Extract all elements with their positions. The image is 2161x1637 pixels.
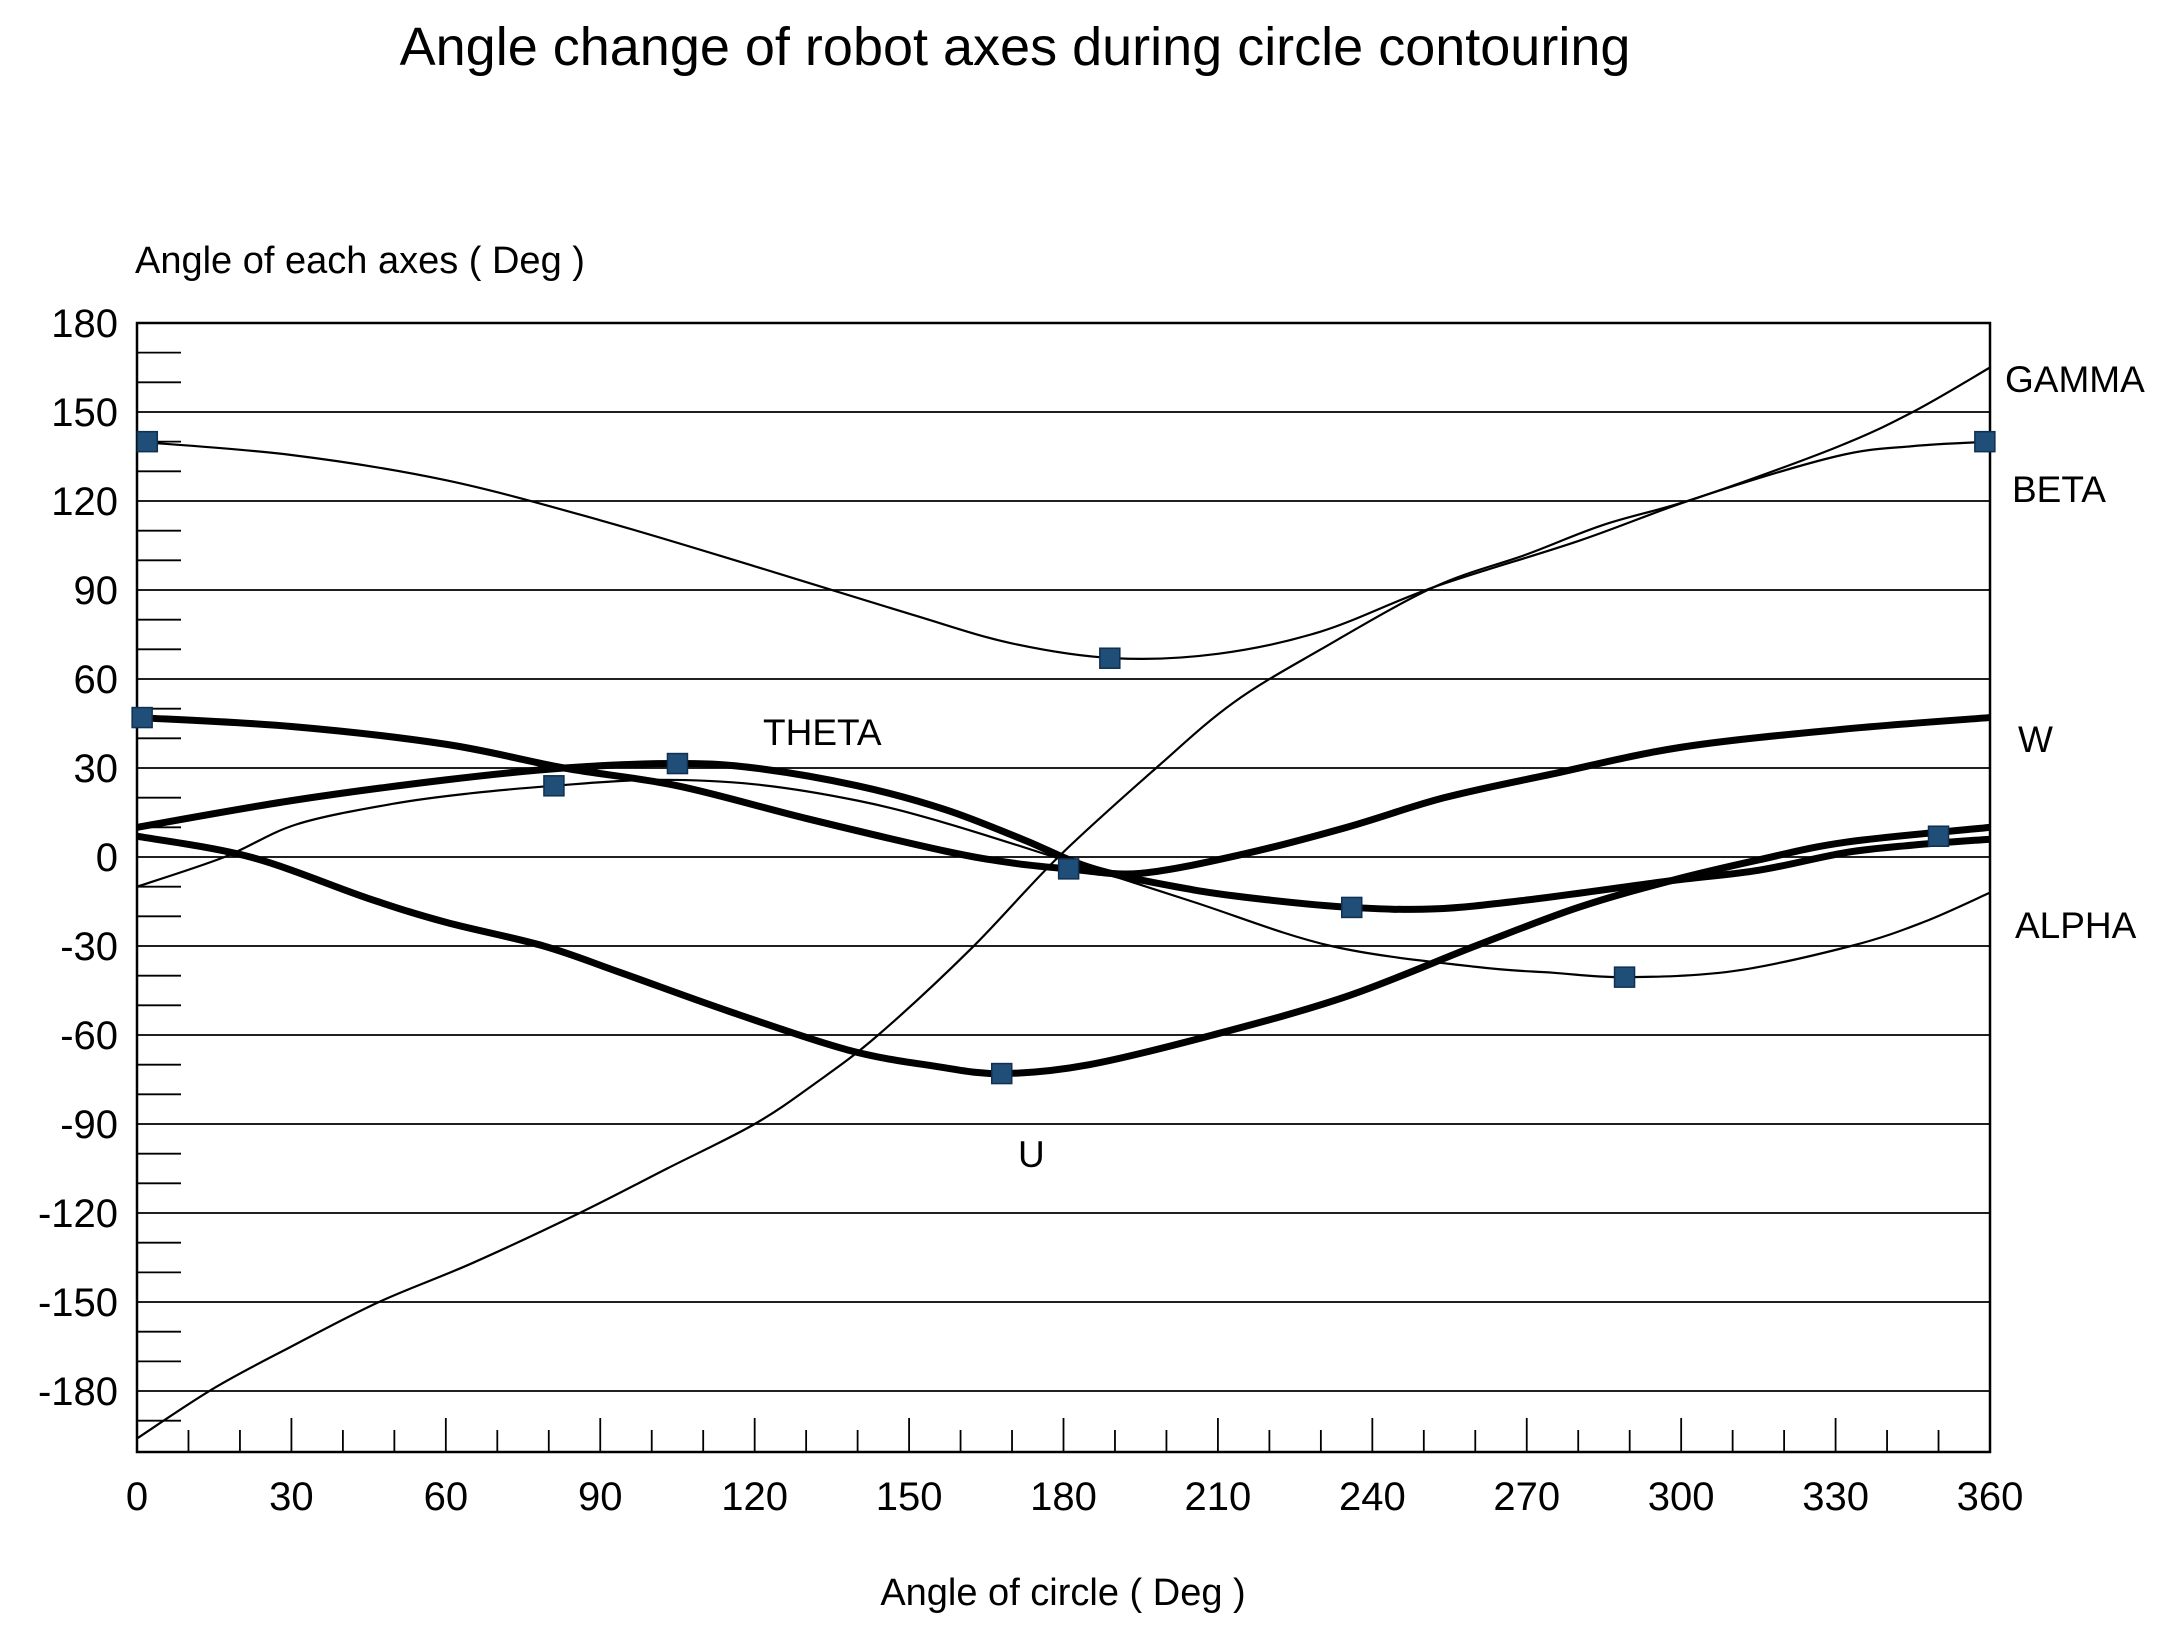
x-tick-label: 0 [126, 1475, 148, 1519]
data-marker-BETA [1099, 647, 1121, 669]
data-marker-BETA [1974, 430, 1996, 453]
x-tick-label: 360 [1957, 1475, 2024, 1519]
data-marker-U [990, 1062, 1013, 1085]
y-tick-label: -150 [38, 1281, 118, 1325]
series-label-ALPHA: ALPHA [2015, 905, 2137, 946]
y-axis-title: Angle of each axes ( Deg ) [135, 240, 585, 282]
x-tick-label: 60 [424, 1475, 469, 1519]
data-marker-W [1057, 858, 1080, 880]
series-label-U: U [1018, 1134, 1045, 1175]
y-tick-label: 0 [96, 836, 118, 880]
series-label-BETA: BETA [2012, 469, 2106, 510]
series-label-GAMMA: GAMMA [2005, 359, 2145, 400]
y-tick-label: 60 [74, 658, 119, 702]
y-tick-label: 180 [51, 302, 118, 346]
y-tick-label: -180 [38, 1370, 118, 1414]
x-tick-label: 30 [269, 1475, 314, 1519]
x-tick-label: 300 [1648, 1475, 1715, 1519]
y-tick-label: 150 [51, 391, 118, 435]
x-tick-label: 90 [578, 1475, 623, 1519]
x-tick-label: 270 [1493, 1475, 1560, 1519]
y-tick-label: -120 [38, 1192, 118, 1236]
x-tick-label: 240 [1339, 1475, 1406, 1519]
x-tick-label: 330 [1802, 1475, 1869, 1519]
data-marker-BETA [136, 430, 159, 453]
data-marker-ALPHA [1613, 966, 1636, 988]
y-tick-label: 30 [74, 747, 119, 791]
chart-title: Angle change of robot axes during circle… [399, 17, 1631, 77]
data-marker-THETA [1340, 896, 1363, 919]
x-tick-label: 210 [1185, 1475, 1252, 1519]
data-marker-U [1927, 825, 1950, 847]
series-label-THETA: THETA [763, 712, 882, 753]
x-tick-label: 150 [876, 1475, 943, 1519]
series-curve-GAMMA [136, 366, 1991, 1440]
series-label-W: W [2018, 719, 2053, 760]
series-curve-ALPHA [136, 778, 1991, 979]
y-tick-label: 90 [74, 569, 119, 613]
data-marker-ALPHA [543, 775, 565, 797]
y-tick-label: -30 [60, 925, 118, 969]
x-tick-label: 180 [1030, 1475, 1097, 1519]
plot-frame [135, 321, 1992, 1454]
x-tick-label: 120 [721, 1475, 788, 1519]
y-tick-label: -90 [60, 1103, 118, 1147]
data-marker-THETA [666, 752, 689, 775]
series-curve-U [136, 823, 1991, 1078]
y-tick-label: -60 [60, 1014, 118, 1058]
data-marker-W [131, 706, 153, 729]
y-tick-label: 120 [51, 480, 118, 524]
series-curve-THETA [136, 760, 1991, 913]
x-axis-title: Angle of circle ( Deg ) [880, 1572, 1246, 1614]
series-curve-BETA [136, 440, 1991, 660]
